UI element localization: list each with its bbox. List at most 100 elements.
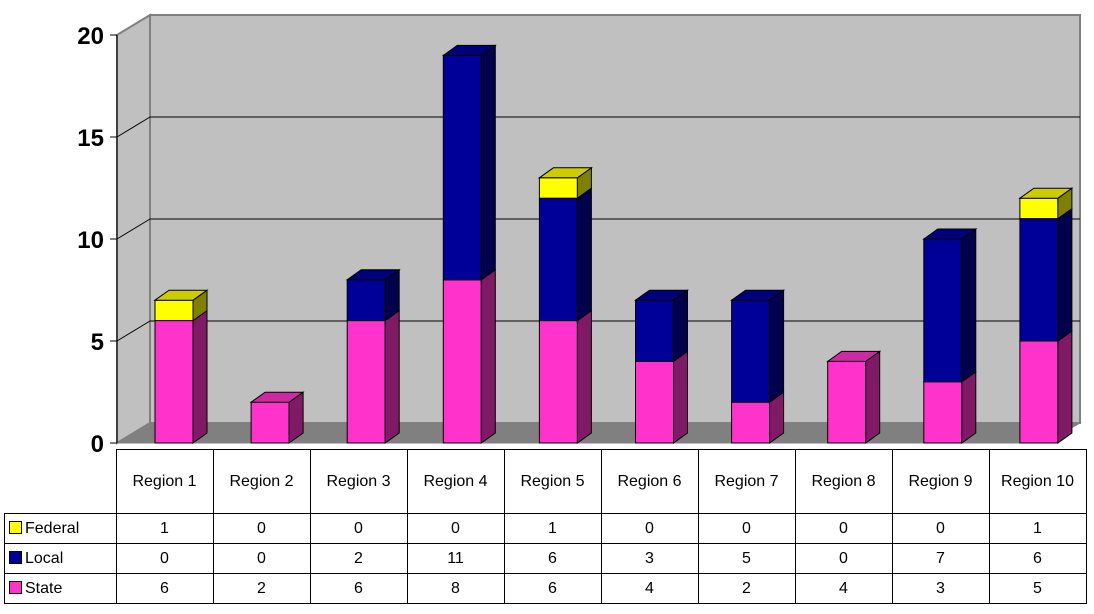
legend-swatch [9,520,22,534]
bar-segment-side [1057,207,1073,342]
bar-segment-side [961,228,977,383]
category-label: Region 5 [503,449,602,514]
legend-swatch [9,580,22,594]
bar-top [441,44,497,56]
bar-segment [1019,340,1059,444]
data-label: 5 [988,573,1087,604]
bar-segment-side [961,370,977,444]
gridline-side [116,116,151,138]
data-label: 4 [794,573,893,604]
bar-top [730,289,786,301]
bar-top [345,269,401,281]
bar-segment [731,401,771,444]
data-label: 6 [503,543,602,574]
data-label: 6 [988,543,1087,574]
category-label: Region 6 [600,449,699,514]
y-tick-label: 15 [77,125,104,152]
y-tick-label: 20 [77,23,104,50]
bar-segment-side [1057,330,1073,444]
data-label: 5 [697,543,796,574]
data-label: 6 [115,573,214,604]
category-label: Region 7 [697,449,796,514]
gridline-side [116,320,151,342]
data-label: 1 [988,513,1087,544]
data-label: 0 [406,513,505,544]
bar-segment [635,299,674,362]
legend-entry: Local [4,543,117,574]
data-label: 0 [794,513,893,544]
y-tick-label: 5 [91,329,104,356]
table-corner [5,450,117,514]
y-tick-label: 0 [91,431,104,458]
data-table: Region 1 Region 2 Region 3 Region 4 Region 5… [4,449,1087,604]
bar-top [1018,187,1074,199]
data-label: 0 [212,513,311,544]
bar-top [153,289,209,301]
bar-segment [538,320,578,444]
bar-segment-side [865,350,881,444]
bar-top [537,167,593,179]
category-label: Region 10 [988,449,1087,514]
bar-segment-side [192,309,208,444]
bar-segment [635,360,674,444]
bar-segment [1019,218,1059,342]
bar-segment-side [769,289,785,404]
data-label: 2 [697,573,796,604]
data-label: 0 [600,513,699,544]
bar-segment [538,197,578,322]
data-label: 6 [503,573,602,604]
data-label: 8 [406,573,505,604]
category-label: Region 8 [794,449,893,514]
bar-top [633,289,690,301]
bar-segment [1019,197,1059,220]
category-label: Region 1 [115,449,214,514]
category-label: Region 3 [309,449,408,514]
category-label: Region 4 [406,449,505,514]
legend-label: Local [25,549,64,567]
bar-segment [250,401,290,444]
data-label: 0 [697,513,796,544]
table-row: Local 0 0 2 11 6 3 5 0 7 6 [4,543,1087,574]
bar-segment-side [480,268,496,444]
legend-label: Federal [25,519,80,537]
bar-segment-side [384,309,400,444]
data-label: 1 [503,513,602,544]
bar-segment [923,238,963,383]
bar-segment [731,299,771,403]
bar-top [249,391,305,403]
category-label: Region 9 [891,449,990,514]
data-label: 0 [212,543,311,574]
gridline-side [116,218,151,240]
legend-label: State [25,579,63,597]
data-label: 11 [406,543,505,574]
bar-top [922,228,978,240]
data-label: 0 [115,543,214,574]
bar-segment [154,299,194,322]
bar-top [826,350,882,362]
data-label: 0 [891,513,990,544]
bar-segment [538,177,578,199]
data-label: 4 [600,573,699,604]
bar-segment-side [576,309,592,444]
bar-segment [827,360,867,444]
data-label: 3 [600,543,699,574]
bar-segment [923,381,963,444]
bar-segment [346,279,386,322]
legend-swatch [9,550,22,564]
legend-entry: Federal [4,513,117,544]
bar-segment [442,54,482,281]
bar-segment-side [576,187,592,322]
bar-segment [442,279,482,444]
category-label: Region 2 [212,449,311,514]
data-label: 2 [212,573,311,604]
bar-segment [154,320,194,444]
bar-segment-side [673,289,688,363]
data-label: 1 [115,513,214,544]
bar-segment-side [480,44,496,281]
legend-entry: State [4,573,117,604]
table-row: Federal 1 0 0 0 1 0 0 0 0 1 [4,513,1087,544]
y-tick-label: 10 [77,227,104,254]
data-label: 2 [309,543,408,574]
data-label: 6 [309,573,408,604]
